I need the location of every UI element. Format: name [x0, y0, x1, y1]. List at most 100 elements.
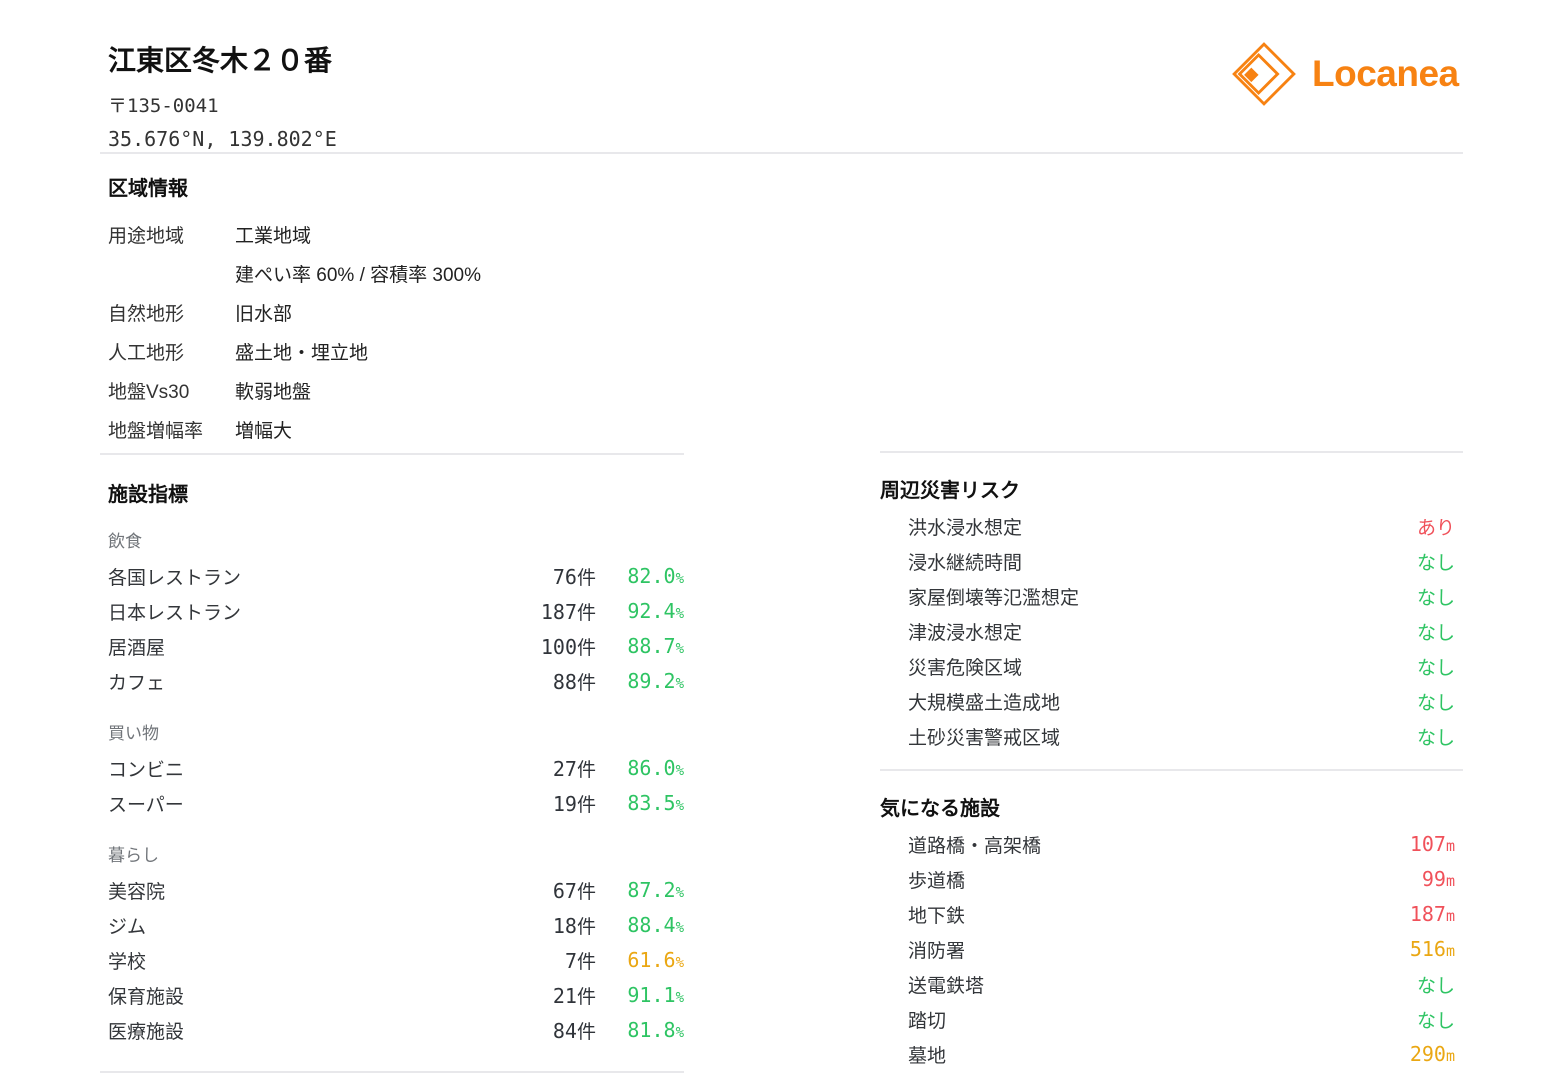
area-info-row: 人工地形 盛土地・埋立地: [108, 332, 684, 371]
facility-percent-number: 88.7: [627, 634, 676, 658]
facility-group-rows: 各国レストラン 76件 82.0% 日本レストラン 187件 92.4% 居酒屋 100件 88…: [108, 559, 684, 699]
facility-percent: 81.8%: [596, 1018, 684, 1043]
facility-count-number: 27: [552, 757, 577, 781]
nearby-facility-row-value-unit: m: [1445, 872, 1455, 890]
facility-label: 各国レストラン: [108, 568, 242, 589]
facility-count-unit: 件: [576, 638, 596, 659]
area-info-row: 建ぺい率 60% / 容積率 300%: [108, 254, 684, 293]
facility-label: ジム: [108, 917, 147, 938]
disaster-risk-row-label: 津波浸水想定: [908, 623, 1023, 644]
facility-count-unit: 件: [576, 603, 596, 624]
nearby-facility-row-value: 99m: [1422, 867, 1455, 892]
nearby-facility-row-label: 道路橋・高架橋: [908, 836, 1042, 857]
facility-count-number: 21: [552, 984, 577, 1008]
spacer: [880, 177, 1463, 451]
facility-row: 各国レストラン 76件 82.0%: [108, 559, 684, 594]
coordinates: 35.676°N, 139.802°E: [108, 126, 337, 151]
area-info-row: 用途地域 工業地域: [108, 215, 684, 254]
disaster-risk-row-value: なし: [1416, 623, 1455, 644]
facility-count: 7件: [496, 947, 596, 974]
disaster-risk-row-label: 家屋倒壊等氾濫想定: [908, 588, 1080, 609]
postal-code: 〒135-0041: [108, 94, 219, 117]
facility-metrics-title: 施設指標: [108, 484, 188, 506]
facility-count-number: 76: [552, 565, 577, 589]
section-nearby-facilities: 気になる施設 道路橋・高架橋 107m 歩道橋 99m 地下鉄 187m 消防署 516m 送電…: [880, 797, 1463, 1072]
disaster-risk-row: 浸水継続時間 なし: [880, 544, 1463, 579]
disaster-risk-row: 土砂災害警戒区域 なし: [880, 719, 1463, 754]
facility-count-unit: 件: [576, 1022, 596, 1043]
nearby-facility-row-value: 107m: [1410, 832, 1455, 857]
nearby-facility-row: 地下鉄 187m: [880, 897, 1463, 932]
facility-percent-unit: %: [675, 606, 684, 622]
facility-count: 18件: [496, 912, 596, 939]
nearby-facility-row-value-number: 187: [1409, 902, 1446, 926]
facility-count-unit: 件: [576, 882, 596, 903]
facility-label: 美容院: [108, 882, 166, 903]
facility-percent-number: 61.6: [627, 948, 676, 972]
nearby-facility-row: 墓地 290m: [880, 1037, 1463, 1072]
facility-count: 27件: [496, 755, 596, 782]
facility-row: 保育施設 21件 91.1%: [108, 978, 684, 1013]
facility-group-rows: 美容院 67件 87.2% ジム 18件 88.4% 学校 7件 61.6% 保育施設 21件 91.…: [108, 873, 684, 1048]
disaster-risk-row-label: 災害危険区域: [908, 658, 1023, 679]
disaster-risk-row: 津波浸水想定 なし: [880, 614, 1463, 649]
disaster-risk-row-value: なし: [1416, 728, 1455, 749]
facility-percent: 61.6%: [596, 948, 684, 973]
facility-count: 100件: [496, 633, 596, 660]
brand-name: Locanea: [1312, 53, 1459, 94]
area-info-label: 人工地形: [108, 343, 185, 364]
nearby-facility-row-label: 送電鉄塔: [908, 976, 985, 997]
area-info-value: 増幅大: [235, 421, 293, 442]
nearby-facility-row: 消防署 516m: [880, 932, 1463, 967]
facility-percent-number: 88.4: [627, 913, 676, 937]
facility-group: 暮らし 美容院 67件 87.2% ジム 18件 88.4% 学校 7件 61.6% 保育施設 21件…: [108, 845, 684, 1048]
facility-label: 医療施設: [108, 1022, 185, 1043]
page-title: 江東区冬木２０番: [108, 45, 333, 76]
facility-count-unit: 件: [576, 917, 596, 938]
facility-label: スーパー: [108, 795, 184, 816]
nearby-facility-row-value-number: 516: [1409, 937, 1446, 961]
facility-percent: 92.4%: [596, 599, 684, 624]
facility-percent-unit: %: [675, 676, 684, 692]
facility-count-unit: 件: [576, 952, 596, 973]
nearby-facility-row-value: なし: [1416, 976, 1455, 997]
facility-percent-unit: %: [675, 798, 684, 814]
disaster-risk-row-value: あり: [1416, 518, 1455, 539]
disaster-risk-title: 周辺災害リスク: [880, 480, 1020, 502]
facility-group-label: 飲食: [108, 532, 142, 551]
section-divider: [880, 451, 1463, 453]
section-divider: [100, 453, 684, 455]
nearby-facility-row-value-number: 99: [1421, 867, 1446, 891]
disaster-risk-row: 洪水浸水想定 あり: [880, 509, 1463, 544]
facility-count-unit: 件: [576, 795, 596, 816]
area-info-value: 盛土地・埋立地: [235, 343, 369, 364]
nearby-facility-row-value: 516m: [1410, 937, 1455, 962]
nearby-facility-row-value-number: 290: [1409, 1042, 1446, 1066]
facility-percent-number: 92.4: [627, 599, 676, 623]
nearby-facility-row-value-unit: m: [1445, 942, 1455, 960]
facility-row: 居酒屋 100件 88.7%: [108, 629, 684, 664]
facility-label: コンビニ: [108, 760, 185, 781]
nearby-facility-row-value: なし: [1416, 1011, 1455, 1032]
facility-count: 187件: [496, 598, 596, 625]
nearby-facility-row-label: 踏切: [908, 1011, 947, 1032]
facility-count-number: 100: [540, 635, 577, 659]
disaster-risk-row-label: 大規模盛土造成地: [908, 693, 1061, 714]
locanea-diamond-icon: [1232, 42, 1296, 106]
disaster-risk-row-label: 浸水継続時間: [908, 553, 1023, 574]
facility-percent-number: 82.0: [627, 564, 676, 588]
facility-row: 日本レストラン 187件 92.4%: [108, 594, 684, 629]
facility-count-number: 187: [540, 600, 577, 624]
disaster-risk-row: 災害危険区域 なし: [880, 649, 1463, 684]
facility-percent-unit: %: [675, 1025, 684, 1041]
left-column: 区域情報 用途地域 工業地域 建ぺい率 60% / 容積率 300% 自然地形 旧水部人…: [100, 177, 684, 1073]
area-info-label: 用途地域: [108, 226, 185, 247]
facility-count: 84件: [496, 1017, 596, 1044]
facility-percent-unit: %: [675, 920, 684, 936]
brand-logo[interactable]: Locanea: [1232, 42, 1459, 106]
facility-percent-number: 86.0: [627, 756, 676, 780]
facility-row: カフェ 88件 89.2%: [108, 664, 684, 699]
section-divider: [880, 769, 1463, 771]
facility-row: 美容院 67件 87.2%: [108, 873, 684, 908]
